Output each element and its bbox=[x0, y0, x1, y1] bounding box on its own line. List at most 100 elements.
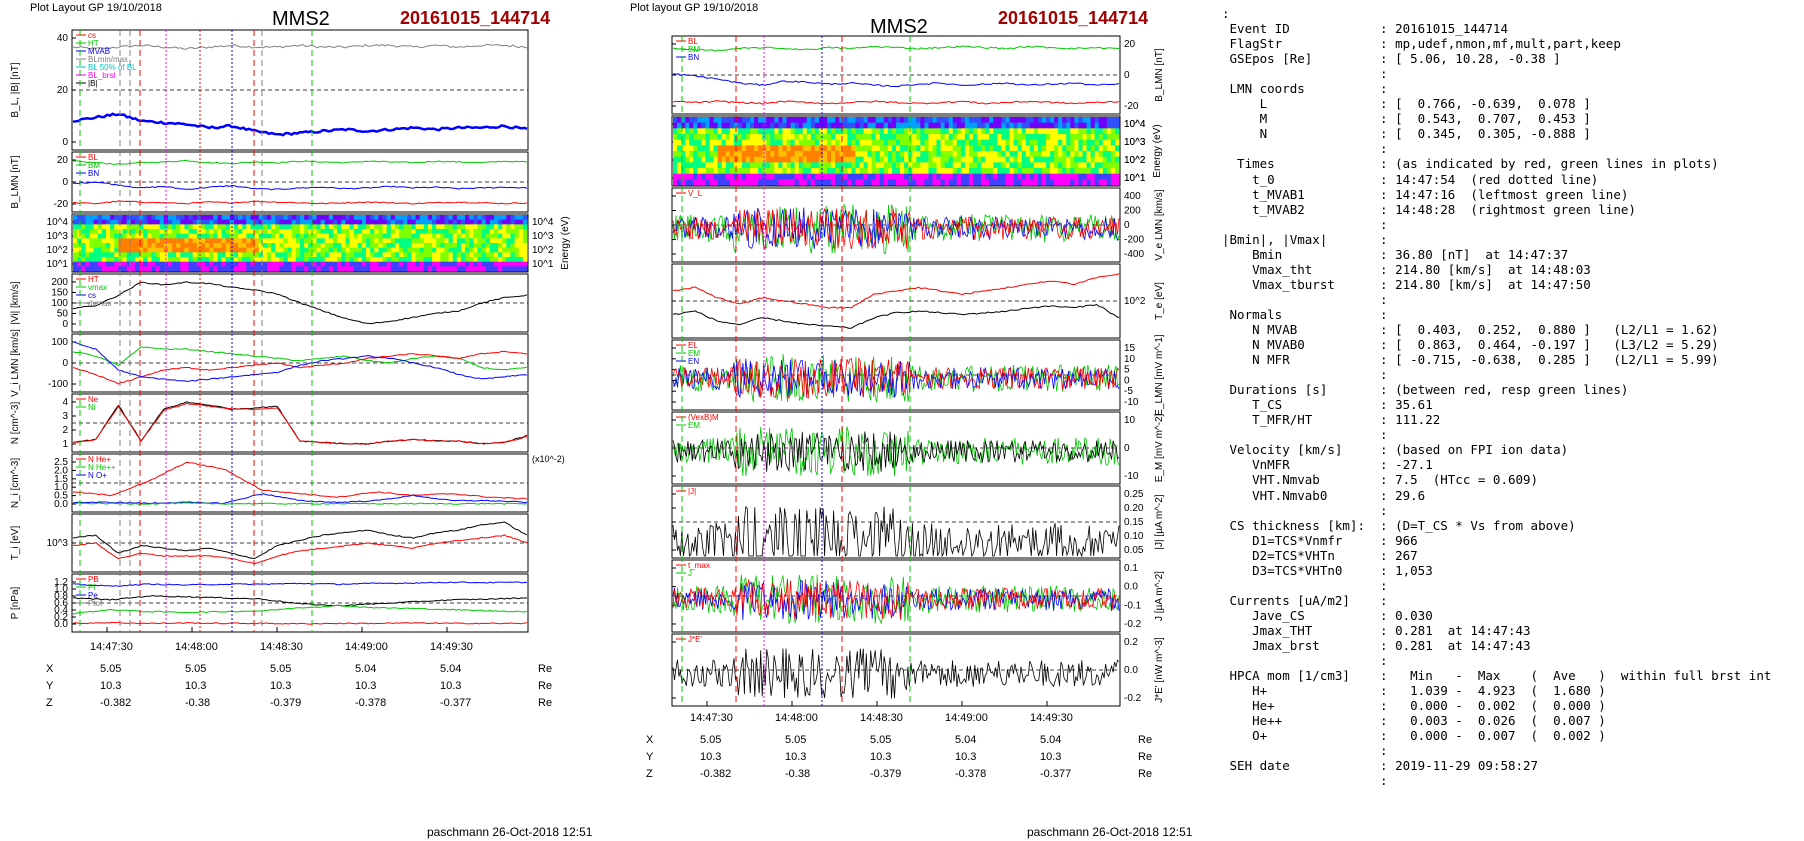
left-3-heat-cell bbox=[192, 261, 198, 267]
right-2-heat-cell bbox=[762, 134, 767, 141]
right-2-heat-cell bbox=[879, 134, 885, 141]
right-2-heat-cell bbox=[774, 134, 780, 141]
right-2-heat-cell bbox=[766, 162, 771, 169]
left-3-heat-cell bbox=[448, 219, 454, 225]
left-3-heat-cell bbox=[73, 266, 78, 272]
left-1-legend-label: BL 50% of BL bbox=[88, 63, 137, 72]
left-3-heat-cell bbox=[266, 229, 272, 235]
right-2-heat-cell bbox=[940, 162, 946, 169]
left-3-heat-cell bbox=[465, 243, 470, 249]
left-3-heat-cell bbox=[192, 238, 198, 244]
left-3-heat-cell bbox=[196, 219, 202, 225]
left-3-heat-cell bbox=[390, 261, 396, 267]
left-3-heat-cell bbox=[394, 243, 400, 249]
right-2-heat-cell bbox=[721, 145, 727, 152]
left-3-heat-cell bbox=[258, 247, 264, 253]
left-3-heat-cell bbox=[300, 215, 305, 221]
left-3-heat-cell bbox=[514, 224, 520, 230]
right-2-heat-cell bbox=[786, 139, 792, 146]
left-3-heat-cell bbox=[452, 247, 458, 253]
left-3-heat-cell bbox=[337, 252, 342, 258]
left-3-heat-cell bbox=[382, 229, 388, 235]
right-2-heat-cell bbox=[770, 139, 775, 146]
right-2-heat-cell bbox=[717, 162, 723, 169]
right-2-heat-cell bbox=[827, 122, 832, 129]
left-3-heat-cell bbox=[452, 261, 458, 267]
left-3-heat-cell bbox=[370, 219, 375, 225]
right-2-heat-cell bbox=[964, 128, 970, 135]
position-value: -0.379 bbox=[870, 768, 902, 780]
right-2-heat-cell bbox=[997, 179, 1003, 186]
right-2-heat-cell bbox=[705, 117, 711, 124]
left-4-ytick-label: 100 bbox=[51, 298, 68, 309]
left-3-heat-cell bbox=[291, 257, 297, 263]
right-2-heat-cell bbox=[944, 134, 950, 141]
left-3-heat-cell bbox=[411, 243, 417, 249]
right-2-heat-cell bbox=[1066, 151, 1071, 158]
left-3-heat-cell bbox=[176, 215, 181, 221]
left-3-heat-cell bbox=[143, 261, 148, 267]
right-2-heat-cell bbox=[1050, 162, 1055, 169]
left-3-heat-cell bbox=[114, 224, 119, 230]
left-3-heat-cell bbox=[101, 243, 107, 249]
left-7-ytick-label: 1.5 bbox=[54, 474, 68, 485]
right-2-heat-cell bbox=[758, 134, 763, 141]
left-3-heat-cell bbox=[366, 243, 371, 249]
left-3-heat-cell bbox=[460, 215, 466, 221]
info-line: Durations [s] : (between red, resp green… bbox=[1222, 382, 1629, 398]
left-4-legend-label: HT bbox=[88, 275, 99, 284]
info-line: He+ : 0.000 - 0.002 ( 0.000 ) bbox=[1222, 698, 1606, 714]
right-2-heat-cell bbox=[705, 139, 711, 146]
left-3-heat-cell bbox=[287, 266, 293, 272]
left-3-heat-cell bbox=[266, 233, 272, 239]
left-3-heat-cell bbox=[357, 224, 363, 230]
right-2-heat-cell bbox=[677, 162, 682, 169]
right-2-heat-cell bbox=[855, 156, 861, 163]
left-3-heat-cell bbox=[304, 224, 309, 230]
right-2-heat-cell bbox=[843, 139, 848, 146]
right-2-heat-cell bbox=[960, 145, 966, 152]
right-2-heat-cell bbox=[725, 134, 731, 141]
right-2-heat-cell bbox=[693, 122, 698, 129]
right-2-heat-cell bbox=[1094, 168, 1100, 175]
right-2-heat-cell bbox=[960, 128, 966, 135]
right-2-heat-cell bbox=[1041, 179, 1047, 186]
left-3-heat-cell bbox=[399, 243, 404, 249]
right-2-heat-cell bbox=[891, 145, 897, 152]
left-3-heat-cell bbox=[209, 261, 214, 267]
right-2-heat-cell bbox=[985, 117, 990, 124]
left-3-heat-cell bbox=[217, 257, 223, 263]
right-2-heat-cell bbox=[944, 168, 950, 175]
right-2-heat-cell bbox=[766, 134, 771, 141]
right-2-heat-cell bbox=[745, 134, 751, 141]
right-2-heat-cell bbox=[835, 122, 840, 129]
left-3-heat-cell bbox=[205, 266, 210, 272]
right-2-heat-cell bbox=[920, 151, 925, 158]
left-3-heat-cell bbox=[192, 215, 198, 221]
right-1-legend-label: BM bbox=[688, 45, 700, 54]
right-2-heat-cell bbox=[1082, 134, 1088, 141]
right-2-heat-cell bbox=[1098, 168, 1104, 175]
left-3-heat-cell bbox=[444, 238, 450, 244]
right-2-heat-cell bbox=[993, 134, 998, 141]
left-3-heat-cell bbox=[407, 243, 413, 249]
left-3-heat-cell bbox=[205, 229, 210, 235]
right-2-heat-cell bbox=[1082, 139, 1088, 146]
left-3-heat-cell bbox=[493, 238, 499, 244]
right-2-heat-cell bbox=[871, 134, 877, 141]
left-3-heat-cell bbox=[238, 266, 243, 272]
left-3-heat-cell bbox=[151, 257, 157, 263]
right-2-heat-cell bbox=[758, 156, 763, 163]
right-2-heat-cell bbox=[818, 179, 824, 186]
position-value: 5.04 bbox=[355, 663, 377, 675]
left-3-heat-cell bbox=[134, 247, 140, 253]
left-4-series-vi bbox=[72, 281, 528, 325]
right-2-heat-cell bbox=[802, 134, 808, 141]
left-3-heat-cell bbox=[407, 215, 413, 221]
right-2-heat-cell bbox=[1110, 128, 1116, 135]
left-3-heat-cell bbox=[221, 257, 227, 263]
left-3-heat-cell bbox=[357, 243, 363, 249]
left-3-heat-cell bbox=[390, 266, 396, 272]
left-3-heat-cell bbox=[386, 247, 392, 253]
right-2-heat-cell bbox=[758, 162, 763, 169]
